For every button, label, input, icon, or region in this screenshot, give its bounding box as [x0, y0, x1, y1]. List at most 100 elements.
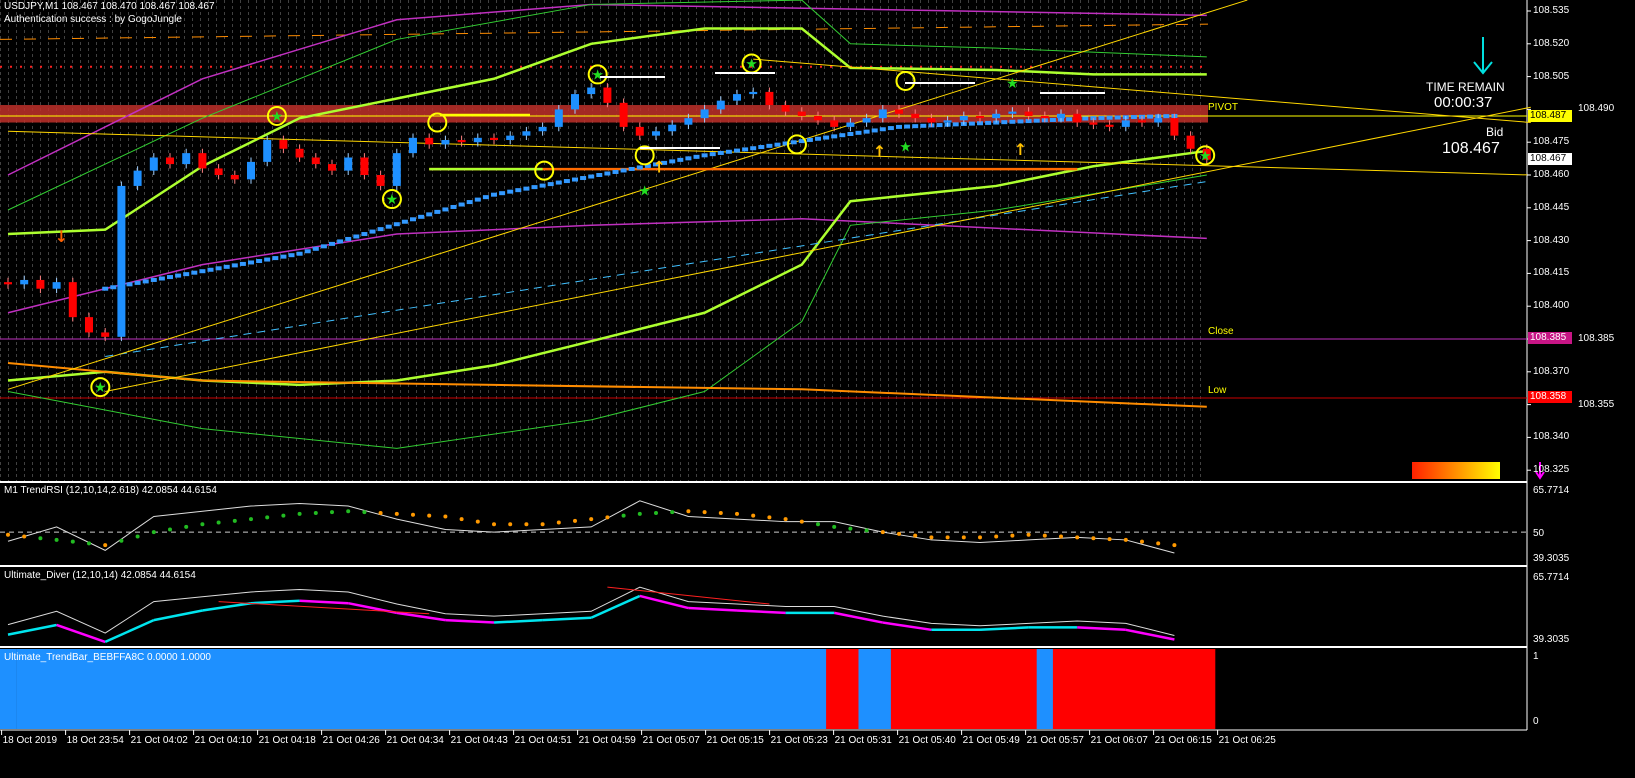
- ma-step: [183, 272, 190, 277]
- candle-body: [716, 100, 725, 110]
- trendbar-segment: [615, 649, 633, 729]
- ma-step: [264, 257, 271, 262]
- ma-step: [158, 276, 165, 281]
- rsi-dot: [654, 510, 658, 515]
- ma-step: [126, 282, 133, 287]
- ma-step: [199, 269, 206, 274]
- trendbar-segment: [890, 649, 908, 729]
- trendbar-segment: [1052, 649, 1070, 729]
- candle-body: [328, 164, 336, 171]
- trendbar-segment: [145, 649, 163, 729]
- trendbar-segment: [712, 649, 730, 729]
- ma-step: [1025, 119, 1032, 124]
- strength-gradient-bar: [1412, 462, 1500, 479]
- rsi-dot: [70, 539, 75, 544]
- rsi-dot: [1107, 537, 1112, 542]
- candle-body: [862, 118, 871, 123]
- rsi-dot: [492, 522, 496, 527]
- ma-step: [256, 259, 263, 264]
- star-icon: ★: [745, 56, 758, 72]
- ma-step: [474, 197, 481, 202]
- trendbar-segment: [793, 649, 811, 729]
- rsi-dot: [961, 535, 966, 540]
- diver-signal-segment: [153, 609, 203, 622]
- candle-body: [1008, 111, 1017, 114]
- ma-step: [555, 180, 562, 185]
- candle-body: [441, 140, 450, 145]
- rsi-dot: [735, 511, 739, 516]
- ma-step: [134, 280, 141, 285]
- price-tick-label: 108.400: [1533, 300, 1570, 312]
- ma-step: [369, 229, 376, 234]
- candle-body: [230, 175, 239, 180]
- trendbar-segment: [518, 649, 535, 729]
- time-tick-label: 21 Oct 04:18: [258, 735, 316, 746]
- rsi-dot: [864, 528, 869, 533]
- trendbar-segment: [874, 649, 892, 729]
- candle-body: [360, 157, 369, 175]
- diver-signal-segment: [688, 606, 738, 612]
- trendbar-segment: [502, 649, 519, 729]
- dashed-orange-line: [0, 23, 1209, 40]
- trendbar-segment: [631, 649, 649, 729]
- candle-body: [797, 111, 806, 116]
- candle-body: [1024, 111, 1033, 116]
- time-tick-label: 21 Oct 05:23: [770, 735, 828, 746]
- ma-step: [863, 129, 870, 134]
- rsi-dot: [232, 518, 237, 523]
- trendbar-segment: [485, 649, 503, 729]
- candle-body: [279, 140, 288, 149]
- trendbar-segment: [64, 649, 82, 729]
- price-tick-label: 108.490: [1578, 103, 1615, 115]
- candle-body: [830, 120, 839, 127]
- rsi-dot: [832, 524, 837, 529]
- ma-step: [1147, 114, 1154, 119]
- rsi-dot: [816, 522, 820, 527]
- rsi-dot: [346, 509, 351, 514]
- trendbar-segment: [32, 649, 49, 729]
- ma-step: [1163, 114, 1170, 119]
- price-tick-label: 108.430: [1533, 234, 1570, 246]
- trendline: [7, 0, 1248, 390]
- candle-body: [911, 113, 920, 119]
- ma-step: [1114, 115, 1121, 120]
- rsi-dot: [848, 526, 853, 531]
- ma-step: [847, 132, 854, 136]
- ma-step: [1098, 115, 1105, 120]
- ma-step: [312, 246, 319, 251]
- diver-signal-segment: [104, 618, 155, 644]
- diver-signal-segment: [542, 616, 592, 622]
- diver-signal-segment: [833, 611, 884, 624]
- ma-step: [766, 143, 773, 148]
- candle-body: [4, 282, 12, 285]
- trendbar-segment: [340, 649, 357, 729]
- star-icon: ★: [1006, 76, 1019, 92]
- ma-step: [393, 222, 400, 227]
- rsi-dot: [427, 513, 432, 518]
- rsi-dot: [1140, 539, 1144, 544]
- candle-body: [684, 118, 693, 125]
- ma-step: [912, 124, 919, 129]
- signal-circle: [534, 160, 555, 181]
- price-tick-label: 108.415: [1533, 267, 1570, 279]
- candle-body: [36, 279, 45, 289]
- ma-step: [596, 173, 603, 177]
- diver-title: Ultimate_Diver (12,10,14) 42.0854 44.615…: [4, 570, 196, 581]
- ma-step: [871, 128, 878, 133]
- rsi-dot: [1172, 543, 1177, 548]
- low-label: Low: [1208, 385, 1227, 396]
- ma-step: [806, 137, 813, 142]
- price-tick-label: 108.475: [1533, 136, 1570, 148]
- rsi-dot: [151, 530, 156, 535]
- candle-body: [749, 91, 758, 95]
- candle-body: [814, 115, 822, 121]
- rsi-dot: [524, 522, 529, 527]
- candle-body: [943, 120, 952, 123]
- trendbar-segment: [275, 649, 292, 729]
- ma-step: [458, 202, 465, 207]
- candle-body: [263, 140, 272, 162]
- ma-step: [855, 130, 862, 135]
- rsi-dot: [22, 534, 27, 539]
- bid-label: Bid: [1486, 125, 1504, 139]
